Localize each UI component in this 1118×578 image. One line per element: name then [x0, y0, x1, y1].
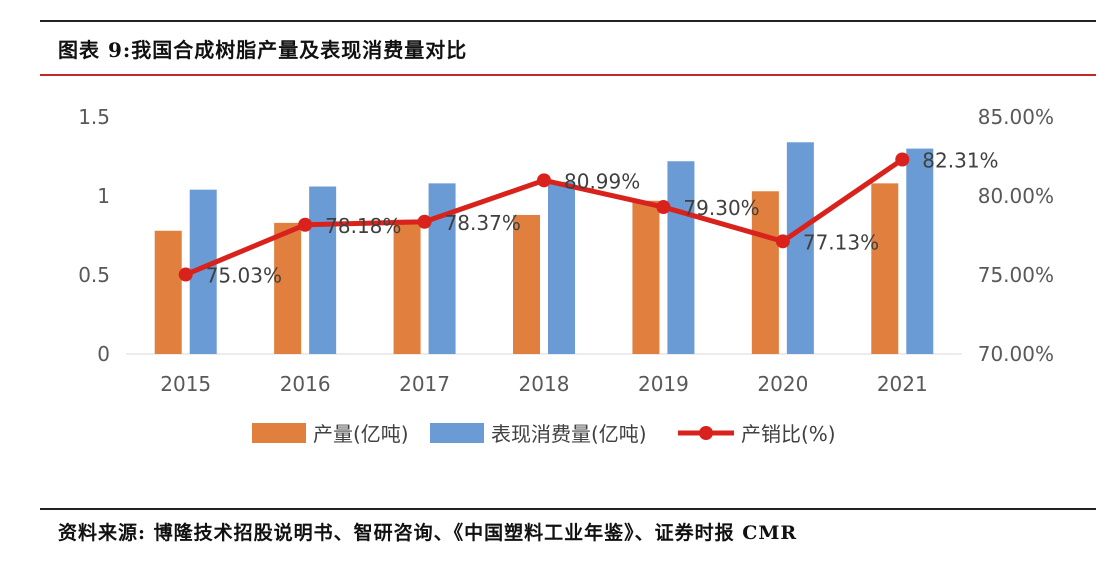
figure-title: 图表 9:我国合成树脂产量及表现消费量对比: [58, 38, 468, 62]
top-rule: [40, 20, 1096, 22]
legend-label-consumption: 表现消费量(亿吨): [491, 422, 647, 446]
x-tick-label: 2021: [877, 372, 928, 396]
y-right-tick-label: 80.00%: [978, 184, 1054, 208]
point-sales-ratio: [895, 152, 910, 167]
chart-svg: 0 0.5 1 1.5 70.00% 75.00% 80.00% 85.00% 2015 2016…: [78, 105, 1054, 446]
bar-production: [154, 230, 182, 354]
data-label-sales-ratio: 80.99%: [564, 169, 640, 193]
bottom-rule: [40, 508, 1096, 510]
point-sales-ratio: [656, 200, 671, 215]
y-right-tick-label: 70.00%: [978, 342, 1054, 366]
x-tick-label: 2020: [757, 372, 808, 396]
data-label-sales-ratio: 75.03%: [206, 264, 282, 288]
y-left-tick-label: 1: [97, 184, 110, 208]
source-note: 资料来源: 博隆技术招股说明书、智研咨询、《中国塑料工业年鉴》、证券时报 CMR: [58, 522, 798, 544]
bar-production: [274, 222, 302, 354]
data-label-sales-ratio: 82.31%: [922, 149, 998, 173]
bar-consumption: [309, 186, 337, 354]
point-sales-ratio: [537, 173, 551, 188]
y-left-tick-label: 0.5: [78, 263, 110, 287]
y-right-tick-label: 85.00%: [978, 105, 1054, 129]
y-left-tick-label: 1.5: [78, 105, 110, 129]
data-label-sales-ratio: 77.13%: [803, 230, 879, 254]
x-tick-label: 2015: [160, 372, 211, 396]
title-rule: [40, 74, 1096, 76]
bar-consumption: [786, 142, 814, 354]
bar-consumption: [428, 183, 456, 354]
point-sales-ratio: [298, 217, 313, 232]
bar-production: [393, 219, 421, 354]
legend-label-production: 产量(亿吨): [313, 422, 409, 446]
legend-swatch-production: [252, 423, 306, 443]
x-tick-label: 2018: [519, 372, 570, 396]
y-right-tick-label: 75.00%: [978, 263, 1054, 287]
bar-production: [513, 214, 540, 354]
bar-consumption: [548, 181, 575, 354]
point-sales-ratio: [775, 234, 790, 249]
point-sales-ratio: [178, 267, 193, 282]
x-tick-label: 2016: [280, 372, 331, 396]
legend-label-ratio: 产销比(%): [741, 422, 836, 446]
y-left-tick-label: 0: [97, 342, 110, 366]
data-label-sales-ratio: 79.30%: [683, 196, 759, 220]
data-label-sales-ratio: 78.18%: [325, 214, 401, 238]
data-label-sales-ratio: 78.37%: [445, 211, 521, 235]
bar-production: [751, 191, 779, 354]
legend-swatch-ratio-point: [699, 426, 713, 440]
bar-production: [871, 183, 899, 354]
x-tick-label: 2017: [399, 372, 450, 396]
point-sales-ratio: [417, 214, 432, 229]
legend-swatch-consumption: [430, 423, 484, 443]
bar-production: [632, 200, 660, 354]
bar-consumption: [906, 148, 934, 354]
bar-consumption: [667, 161, 695, 354]
x-tick-label: 2019: [638, 372, 689, 396]
